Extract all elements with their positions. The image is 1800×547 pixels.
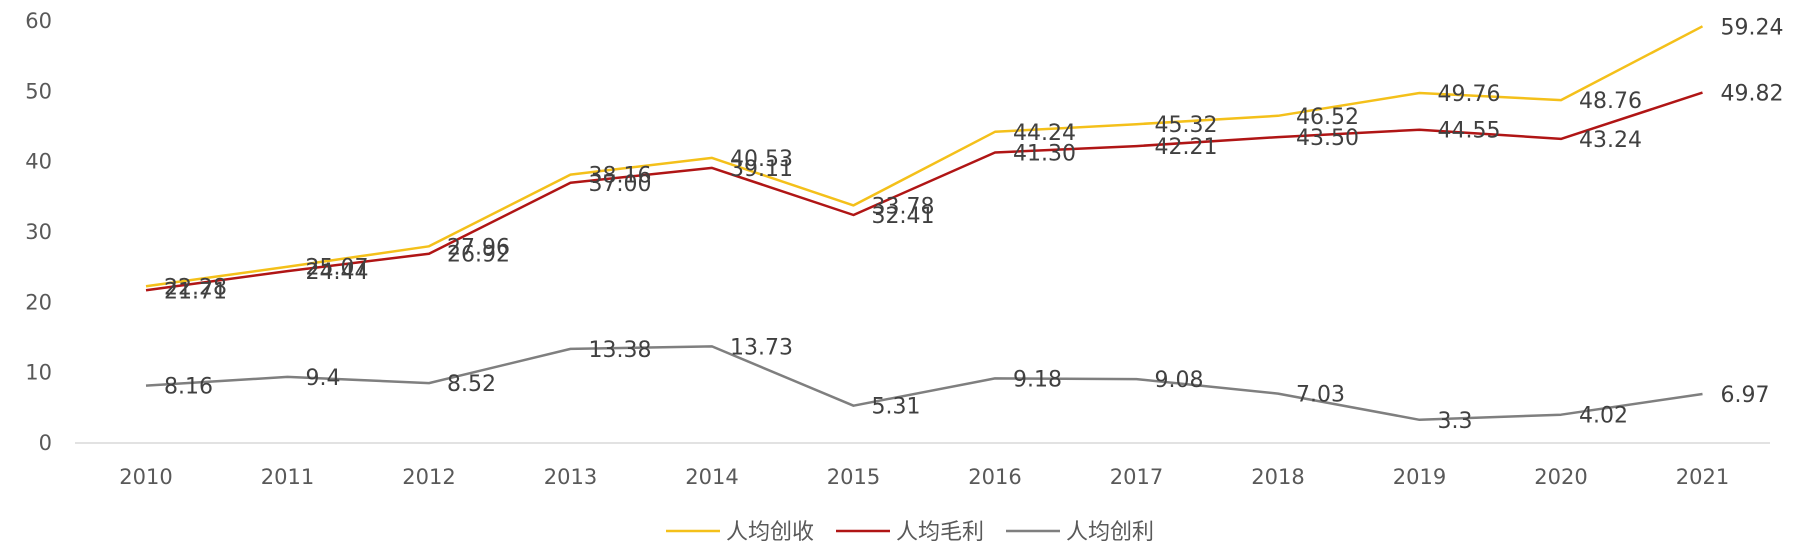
- x-tick-label: 2011: [261, 465, 314, 489]
- data-label: 4.02: [1579, 404, 1628, 429]
- data-label: 43.50: [1296, 126, 1359, 151]
- data-label: 40.53: [730, 147, 793, 172]
- x-tick-label: 2016: [968, 465, 1021, 489]
- data-label: 32.41: [872, 204, 935, 229]
- x-tick-label: 2015: [827, 465, 880, 489]
- legend-item-2: 人均毛利: [836, 520, 984, 545]
- legend-label: 人均创利: [1066, 520, 1154, 545]
- y-tick-label: 50: [25, 79, 52, 103]
- data-label-layer: 22.28 25.07 27.96 38.16 40.53 33.78 44.24 45.32…: [164, 15, 1783, 433]
- data-label: 24.44: [306, 260, 369, 285]
- data-label: 49.82: [1721, 82, 1784, 107]
- data-label: 13.73: [730, 335, 793, 360]
- x-tick-label: 2019: [1393, 465, 1446, 489]
- legend-label: 人均创收: [726, 520, 814, 545]
- legend-item-3: 人均创利: [1006, 520, 1154, 545]
- data-label: 46.52: [1296, 105, 1359, 130]
- y-axis: 0 10 20 30 40 50 60: [25, 9, 52, 455]
- legend: 人均创收 人均毛利 人均创利: [666, 520, 1154, 545]
- data-label: 9.18: [1013, 367, 1062, 392]
- data-label: 8.16: [164, 375, 213, 400]
- x-tick-label: 2013: [544, 465, 597, 489]
- data-label: 45.32: [1155, 113, 1218, 138]
- x-tick-label: 2020: [1534, 465, 1587, 489]
- data-label: 7.03: [1296, 383, 1345, 408]
- data-label: 9.4: [306, 366, 341, 391]
- data-label: 48.76: [1579, 89, 1642, 114]
- x-tick-label: 2021: [1676, 465, 1729, 489]
- y-tick-label: 40: [25, 150, 52, 174]
- x-tick-label: 2017: [1110, 465, 1163, 489]
- data-label: 44.55: [1438, 119, 1501, 144]
- series-layer: [145, 25, 1704, 422]
- series-line-2: [145, 91, 1703, 292]
- y-tick-label: 0: [39, 431, 52, 455]
- x-axis: 2010 2011 2012 2013 2014 2015 2016 2017 2018 2019…: [119, 465, 1729, 489]
- data-label: 43.24: [1579, 128, 1642, 153]
- data-label: 5.31: [872, 395, 921, 420]
- data-label: 27.96: [447, 235, 510, 260]
- data-label: 49.76: [1438, 82, 1501, 107]
- x-tick-label: 2010: [119, 465, 172, 489]
- y-tick-label: 20: [25, 290, 52, 314]
- data-label: 13.38: [589, 338, 652, 363]
- data-label: 26.92: [447, 243, 510, 268]
- y-tick-label: 60: [25, 9, 52, 33]
- x-tick-label: 2018: [1251, 465, 1304, 489]
- legend-item-1: 人均创收: [666, 520, 814, 545]
- data-label: 25.07: [306, 256, 369, 281]
- data-label: 22.28: [164, 275, 227, 300]
- data-label: 39.11: [730, 157, 793, 182]
- data-label: 44.24: [1013, 121, 1076, 146]
- data-label: 8.52: [447, 372, 496, 397]
- data-label: 38.16: [589, 164, 652, 189]
- data-label: 21.71: [164, 279, 227, 304]
- data-label: 6.97: [1721, 383, 1770, 408]
- y-tick-label: 30: [25, 220, 52, 244]
- y-tick-label: 10: [25, 361, 52, 385]
- x-tick-label: 2012: [402, 465, 455, 489]
- series-line-1: [145, 25, 1704, 288]
- data-label: 3.3: [1438, 409, 1473, 434]
- legend-label: 人均毛利: [896, 520, 984, 545]
- series-line-3: [145, 345, 1703, 422]
- data-label: 33.78: [872, 194, 935, 219]
- data-label: 59.24: [1721, 15, 1784, 40]
- data-label: 37.00: [589, 172, 652, 197]
- data-label: 41.30: [1013, 142, 1076, 167]
- data-label: 42.21: [1155, 135, 1218, 160]
- data-label: 9.08: [1155, 368, 1204, 393]
- x-tick-label: 2014: [685, 465, 738, 489]
